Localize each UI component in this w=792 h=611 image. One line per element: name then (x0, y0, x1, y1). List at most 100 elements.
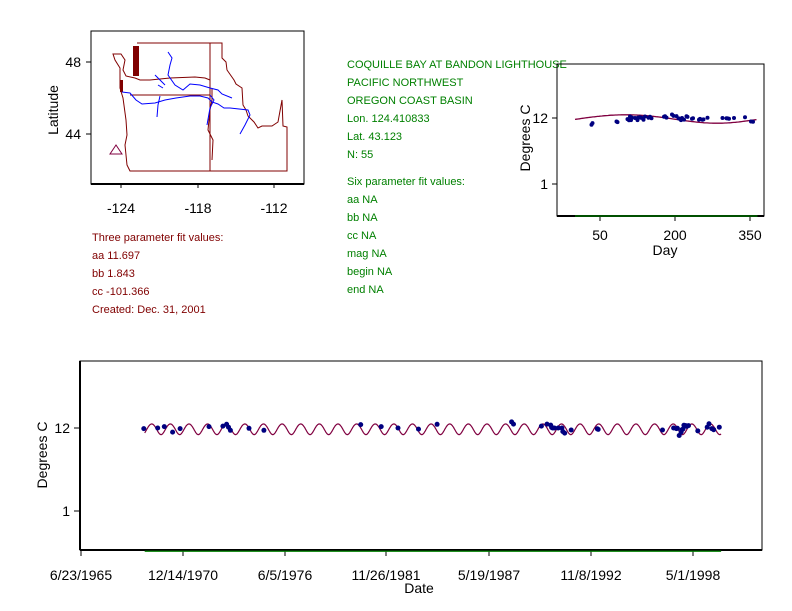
ts-data-point (686, 423, 691, 429)
ts-data-point (660, 427, 665, 433)
station-n: N: 55 (347, 149, 374, 161)
map-ylabel: Latitude (45, 85, 61, 135)
ts-data-point (434, 421, 440, 427)
timeseries-plot: 6/23/1965 12/14/1970 6/5/1976 11/26/1981… (34, 360, 763, 596)
six-param-title: Six parameter fit values: (347, 176, 465, 188)
station-lon: Lon. 124.410833 (347, 113, 430, 125)
day-data-point (751, 119, 755, 124)
ts-data-point (155, 425, 161, 431)
ts-xtick-label: 5/19/1987 (458, 567, 520, 583)
six-param-bb: bb NA (347, 212, 378, 224)
three-param-title: Three parameter fit values: (92, 232, 224, 244)
six-param-begin: begin NA (347, 266, 393, 278)
day-xtick-label: 200 (663, 227, 687, 243)
ts-data-point (358, 422, 364, 428)
map-ytick-label: 44 (65, 126, 81, 142)
three-param-cc: cc -101.366 (92, 286, 150, 298)
station-marker-icon (109, 144, 123, 155)
ts-ytick-label: 1 (62, 503, 70, 519)
ts-xtick-label: 11/26/1981 (351, 567, 420, 583)
day-ylabel: Degrees C (517, 105, 533, 172)
six-param-end: end NA (347, 284, 384, 296)
day-data-point (691, 116, 695, 121)
ts-xlabel: Date (404, 580, 434, 596)
timeseries-ticks (74, 427, 694, 556)
six-param-cc: cc NA (347, 230, 377, 242)
ts-data-point (595, 426, 601, 432)
day-data-point (685, 114, 690, 119)
day-data-point (743, 115, 747, 120)
day-plot: 50 200 350 Day 12 1 Degrees C (517, 63, 765, 258)
station-basin: OREGON COAST BASIN (347, 95, 473, 107)
day-data-point (664, 115, 669, 120)
ts-data-point (674, 425, 680, 431)
day-ytick-label: 1 (540, 176, 548, 192)
created-date: Created: Dec. 31, 2001 (92, 304, 206, 316)
six-param-aa: aa NA (347, 194, 378, 206)
day-data-point (641, 117, 646, 122)
day-data-point (682, 117, 686, 122)
day-data-point (615, 120, 620, 125)
ts-xtick-label: 6/23/1965 (50, 567, 112, 583)
day-xlabel: Day (653, 242, 678, 258)
ts-data-point (716, 424, 722, 430)
ts-data-point (161, 424, 167, 430)
three-param-aa: aa 11.697 (92, 250, 141, 262)
ts-data-point (511, 421, 516, 427)
ts-data-point (227, 427, 233, 433)
ts-xtick-label: 6/5/1976 (258, 567, 313, 583)
day-data-point (643, 114, 647, 119)
timeseries-frame (79, 360, 763, 551)
ts-data-point (555, 425, 561, 431)
day-xtick-label: 50 (592, 227, 608, 243)
ts-data-point (551, 425, 557, 431)
ts-data-point (141, 426, 147, 432)
ts-data-point (706, 421, 712, 427)
puget-sound (120, 46, 139, 92)
map-y-ticks (86, 61, 91, 135)
rivers (121, 51, 251, 135)
station-name: COQUILLE BAY AT BANDON LIGHTHOUSE (347, 59, 567, 71)
ts-data-point (220, 423, 226, 429)
day-data-point (701, 117, 706, 122)
map-xtick-label: -112 (261, 200, 288, 216)
ts-xtick-label: 11/8/1992 (560, 567, 621, 583)
day-data-point (732, 116, 736, 120)
three-param-bb: bb 1.843 (92, 268, 135, 280)
ts-ytick-label: 12 (54, 420, 70, 436)
day-data-point (630, 115, 634, 120)
day-data-point (671, 113, 676, 118)
ts-data-point (378, 424, 384, 430)
day-data-point (590, 121, 595, 126)
day-data-point (705, 115, 710, 120)
ts-data-point (395, 425, 401, 431)
day-x-ticks (552, 117, 751, 221)
day-data-point (727, 116, 731, 121)
state-borders (112, 42, 288, 172)
ts-data-point (177, 426, 183, 432)
ts-xtick-label: 12/14/1970 (148, 567, 218, 583)
day-plot-frame (556, 63, 765, 217)
station-region: PACIFIC NORTHWEST (347, 77, 464, 89)
ts-data-point (538, 423, 544, 429)
ts-ylabel: Degrees C (34, 422, 50, 489)
ts-fit-curve (144, 423, 722, 436)
ts-data-point (261, 427, 267, 433)
map-frame (90, 30, 305, 185)
ts-data-point (695, 428, 701, 434)
ts-data-point (711, 427, 717, 433)
map-xtick-label: -124 (107, 200, 135, 216)
day-data-point (720, 116, 725, 120)
ts-data-point (416, 426, 421, 432)
map-ytick-label: 48 (65, 54, 81, 70)
day-data-point (649, 116, 654, 121)
six-param-mag: mag NA (347, 248, 387, 260)
map-panel: -124 -118 -112 48 44 Latitude (45, 30, 305, 216)
ts-data-point (246, 425, 252, 431)
ts-xtick-label: 5/1/1998 (666, 567, 721, 583)
ts-data-point (562, 430, 568, 436)
ts-data-point (206, 424, 212, 430)
ts-data-point (170, 429, 176, 435)
map-x-ticks (120, 184, 275, 188)
